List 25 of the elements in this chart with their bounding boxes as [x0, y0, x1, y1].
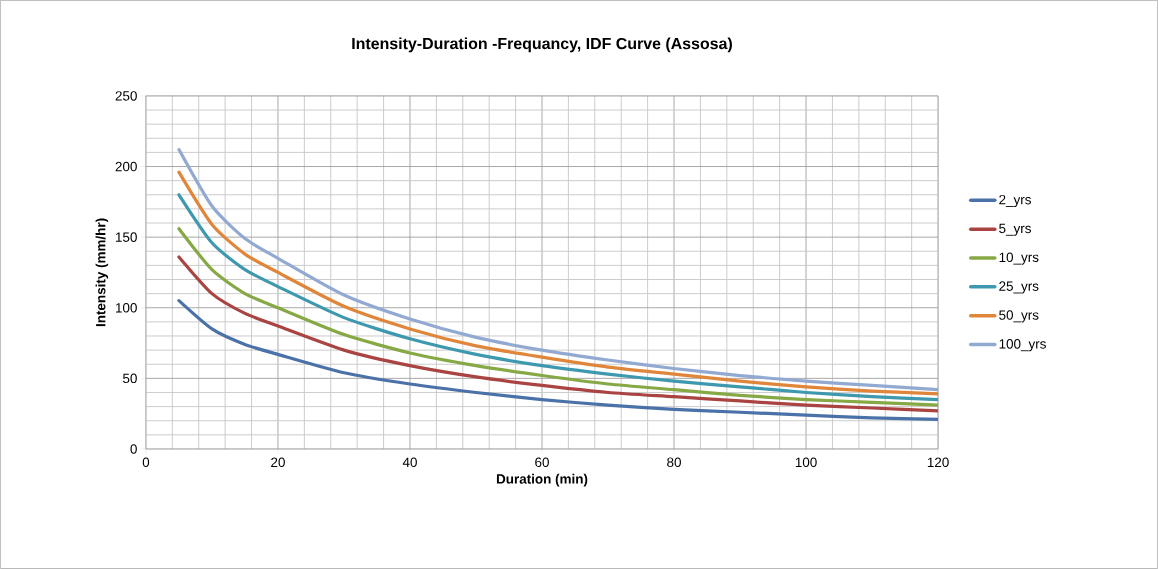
- y-tick-label: 200: [115, 161, 137, 172]
- y-tick-label: 250: [115, 91, 137, 101]
- x-tick-label: 0: [142, 457, 150, 468]
- x-tick-label: 120: [927, 457, 949, 468]
- y-axis-title: Intensity (mm/hr): [95, 218, 109, 327]
- x-tick-label: 80: [667, 457, 681, 468]
- legend-label: 2_yrs: [999, 194, 1031, 208]
- y-tick-label: 150: [116, 232, 137, 242]
- x-tick-label: 40: [402, 457, 417, 468]
- y-tick-label: 50: [122, 373, 137, 384]
- x-tick-label: 100: [795, 457, 817, 468]
- line-series: [177, 299, 939, 421]
- x-axis-title: Duration (min): [496, 473, 588, 487]
- line-series: [177, 227, 939, 407]
- legend-label: 100_yrs: [999, 339, 1046, 352]
- x-tick-label: 60: [535, 457, 549, 468]
- legend-label: 25_yrs: [999, 281, 1039, 294]
- chart-title: Intensity-Duration -Frequancy, IDF Curve (Assosa): [352, 37, 732, 53]
- y-tick-label: 100: [116, 303, 137, 313]
- legend-label: 50_yrs: [999, 310, 1039, 323]
- legend-label: 10_yrs: [999, 252, 1039, 265]
- legend-label: 5_yrs: [999, 223, 1031, 236]
- x-tick-label: 20: [271, 457, 285, 468]
- line-series: [177, 255, 939, 413]
- y-tick-label: 0: [130, 444, 137, 454]
